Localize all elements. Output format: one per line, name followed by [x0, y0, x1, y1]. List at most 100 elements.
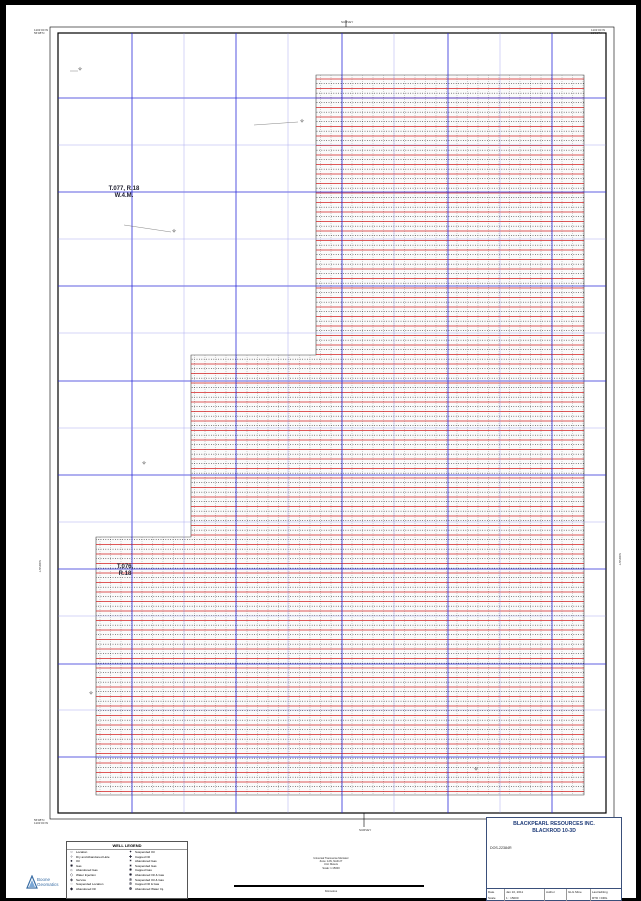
scale-value: 1 : 15000 — [505, 895, 545, 901]
well-trajectory — [253, 121, 299, 126]
legend-item-label: Dry and Abandoned Hole — [76, 854, 110, 859]
legend-item-label: Suspended Location — [76, 882, 104, 887]
well-symbol-icon: ✧ — [141, 460, 146, 467]
corner-coord-top-left: 1101'00 W 56'08"N — [34, 28, 49, 35]
projection-line-2: Zone: 12N, NAD 27 — [319, 860, 343, 864]
abandoned-water-icon: ✽ — [128, 885, 133, 891]
drawing-number: DOS-22384R — [490, 846, 512, 850]
suspended-location-icon: ◌ — [70, 881, 73, 887]
legend-item-label: Abandoned Gas — [135, 859, 157, 864]
legend-item-label: Suspended Gas — [135, 863, 157, 868]
gas-icon: ✹ — [69, 862, 74, 868]
map-sheet: ✧ ✧ ✧ ✧ ✧ ✧ 1101'00 W 56'08"N 1101'00 W 56'08… — [6, 5, 636, 901]
title-block: BLACKPEARL RESOURCES INC. BLACKROD 10-3D… — [486, 817, 622, 901]
legend-item-label: Suspended Oil & Gas — [135, 877, 164, 882]
legend-title: WELL LEGEND — [67, 842, 187, 850]
projection-line-3: Unit: Meters — [324, 863, 338, 867]
township-label-south: T.076, R.18 — [116, 564, 134, 577]
legend-item: ✹ Gas — [69, 862, 127, 869]
top-center-label: SURVEY — [341, 20, 354, 24]
legend-item-label: Abandoned Gas — [76, 868, 98, 873]
legend-item-label: Abandoned Water Inj. — [135, 886, 164, 891]
legend-item: ○ Location — [69, 849, 127, 855]
author-value: GLG Mine — [567, 889, 591, 895]
spacer-cell — [567, 895, 591, 901]
capped-gas-icon: ✸ — [128, 867, 133, 873]
oil-icon: ● — [70, 858, 73, 864]
legend-item: ◇ Water Injection — [69, 871, 127, 878]
projection-line-4: Scale: 1:15000 — [322, 866, 340, 870]
legend-item: ✻ Suspended Oil & Gas — [128, 876, 186, 883]
location-icon: ○ — [70, 849, 73, 854]
legend-item: ✧ Dry and Abandoned Hole — [69, 853, 127, 860]
logo-text: Boone Geomatics — [37, 877, 59, 887]
legend-left-column: ○ Location ✧ Dry and Abandoned Hole ● Oil ✹ Gas… — [69, 849, 127, 892]
author-label: Author — [545, 889, 567, 895]
legend-item: ✺ Abandoned Oil & Gas — [128, 871, 186, 878]
last-edit-value: RTD / DRG — [592, 896, 608, 900]
projection-info: Universal Transverse Mercator Zone: 12N,… — [306, 857, 356, 870]
suspended-oil-gas-icon: ✻ — [128, 876, 133, 882]
projection-line-1: Universal Transverse Mercator — [313, 857, 349, 860]
legend-item: ✚ Capped Oil — [128, 853, 186, 860]
capped-oil-gas-icon: ✼ — [128, 881, 133, 887]
corner-coord-top-right: 1101'00 W 56'08"N — [591, 28, 606, 35]
logo-mark-icon — [26, 875, 38, 889]
scale-bar-label: Kilometres — [324, 890, 338, 893]
right-side-label: SURVEY — [618, 553, 622, 566]
legend-right-column: ✦ Suspended Oil ✚ Capped Oil ✶ Abandoned Gas ✷… — [128, 849, 186, 891]
abandoned-gas-icon: ☼ — [69, 867, 74, 873]
suspended-oil-icon: ✦ — [128, 849, 133, 854]
abandoned-oil-gas-icon: ✺ — [128, 871, 133, 877]
legend-item-label: Capped Oil & Gas — [135, 882, 160, 887]
legend-item-label: Abandoned Oil & Gas — [135, 872, 165, 877]
map-frame — [57, 32, 607, 814]
logo-line-2: Geomatics — [37, 882, 59, 887]
well-symbol-icon: ✧ — [299, 118, 304, 125]
legend-item-label: Capped Oil — [135, 854, 151, 859]
legend-item-label: Suspended Oil — [135, 850, 155, 854]
seismic-survey-map[interactable]: ✧ ✧ ✧ ✧ ✧ ✧ — [6, 5, 636, 898]
scale-bar — [234, 885, 424, 887]
legend-item-label: Abandoned Oil — [76, 886, 96, 891]
legend-item: ◈ Service — [69, 876, 127, 883]
scale-label: Scale — [487, 895, 505, 901]
survey-outline — [95, 74, 585, 796]
legend-item: ☼ Abandoned Gas — [69, 868, 127, 873]
legend-item: ◆ Abandoned Oil — [69, 886, 127, 892]
legend-item: ✦ Suspended Oil — [128, 849, 186, 855]
dry-abandoned-icon: ✧ — [69, 853, 74, 859]
capped-oil-icon: ✚ — [128, 853, 133, 859]
legend-item-label: Water Injection — [76, 872, 96, 877]
legend-item: ✷ Suspended Gas — [128, 862, 186, 869]
well-symbol-icon: ✧ — [473, 766, 478, 773]
service-icon: ◈ — [69, 876, 74, 882]
legend-item-label: Location — [76, 850, 88, 854]
abandoned-gas2-icon: ✶ — [128, 858, 133, 864]
suspended-gas-icon: ✷ — [128, 862, 133, 868]
bottom-center-label: SURVEY — [359, 828, 372, 832]
well-symbol-icon: ✧ — [171, 228, 176, 235]
logo-line-1: Boone — [37, 877, 51, 882]
legend-item: ● Oil — [69, 859, 127, 864]
legend-item: ✶ Abandoned Gas — [128, 859, 186, 864]
corner-coord-bottom-left: 56'08"N 1101'00 W — [34, 818, 49, 825]
project-name: BLACKROD 10-3D — [532, 828, 576, 834]
company-name: BLACKPEARL RESOURCES INC. — [513, 821, 595, 827]
township-label-north: T.077, R.18 W.4.M. — [108, 186, 140, 199]
legend-item: ✸ Capped Gas — [128, 868, 186, 873]
left-side-label: SURVEY — [38, 560, 42, 573]
title-block-table: Date Jan 10, 2011 Author GLG Mine Last E… — [487, 888, 621, 901]
date-value: Jan 10, 2011 — [505, 889, 545, 895]
author-value-2 — [545, 895, 567, 901]
well-legend: WELL LEGEND ○ Location ✧ Dry and Abandoned … — [66, 841, 188, 899]
date-label: Date — [487, 889, 505, 895]
legend-item-label: Gas — [76, 863, 82, 868]
legend-item: ✼ Capped Oil & Gas — [128, 882, 186, 887]
well-symbol-icon: ✧ — [77, 66, 82, 73]
water-injection-icon: ◇ — [69, 871, 74, 877]
well-symbol-icon: ✧ — [88, 690, 93, 697]
legend-item: ◌ Suspended Location — [69, 882, 127, 887]
legend-item-label: Oil — [76, 859, 80, 864]
company-logo: Boone Geomatics — [26, 873, 64, 895]
